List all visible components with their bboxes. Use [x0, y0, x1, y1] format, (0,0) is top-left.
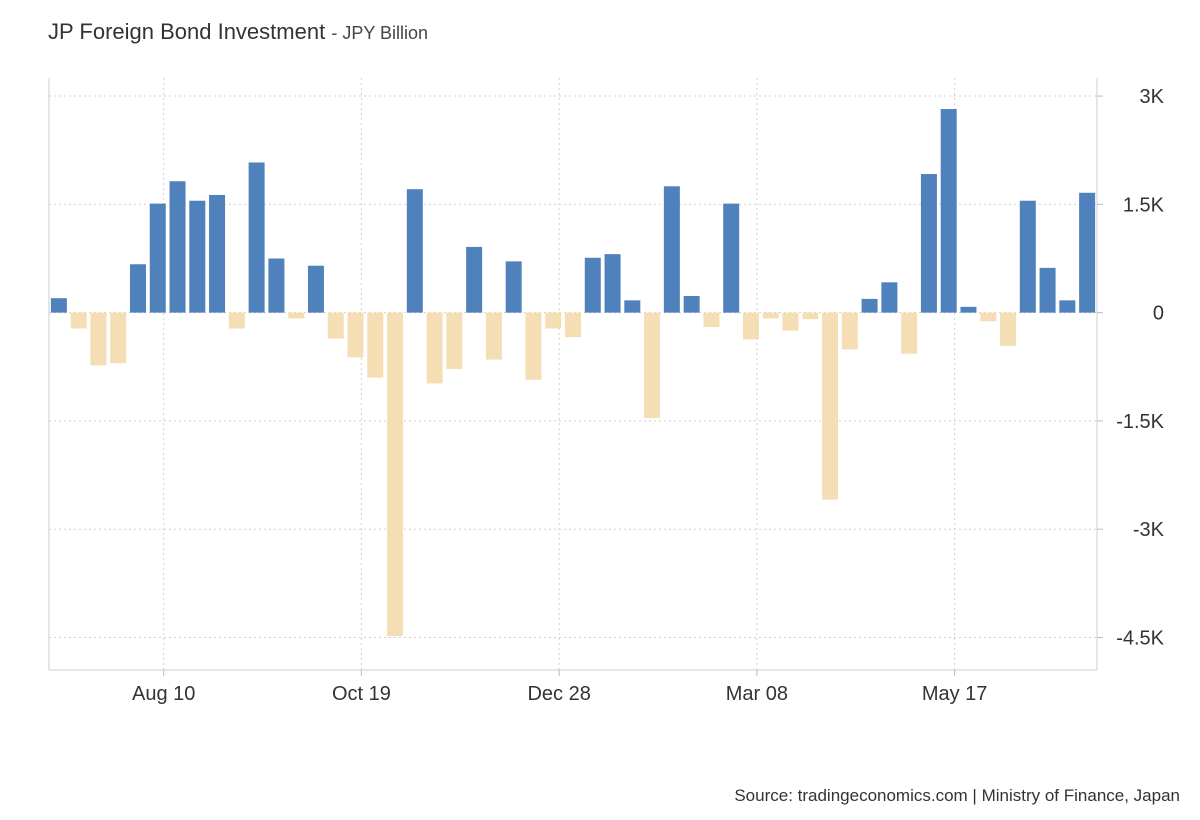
bar	[822, 312, 839, 500]
bar	[307, 265, 324, 313]
bar	[288, 312, 305, 319]
bar	[802, 312, 819, 320]
bar	[90, 312, 107, 366]
x-tick-label: Oct 19	[332, 683, 391, 705]
bar	[406, 189, 423, 313]
y-tick-label: -4.5K	[1116, 628, 1164, 650]
bar	[703, 312, 720, 328]
bar	[228, 312, 245, 329]
bar	[387, 312, 404, 637]
bar	[149, 203, 166, 313]
bar	[129, 264, 146, 313]
bar	[584, 257, 601, 313]
x-tick-label: May 17	[922, 683, 988, 705]
bar	[683, 296, 700, 313]
bar	[268, 258, 285, 313]
bar-chart: 3K 1.5K 0 -1.5K -3K -4.5K Aug 10 Oct 19 Dec 28 Ma…	[48, 78, 1165, 705]
bar	[1059, 300, 1076, 313]
chart-title-text: JP Foreign Bond Investment	[48, 19, 326, 44]
bar	[110, 312, 127, 364]
bar	[426, 312, 443, 384]
bar	[624, 300, 641, 313]
bar	[545, 312, 562, 329]
bar	[723, 203, 740, 313]
bar	[762, 312, 779, 319]
y-tick-label: 1.5K	[1123, 194, 1165, 216]
chart-subtitle: - JPY Billion	[331, 23, 429, 43]
x-tick-label: Aug 10	[132, 683, 195, 705]
bar	[485, 312, 502, 360]
x-tick-label: Dec 28	[527, 683, 590, 705]
bar	[1019, 200, 1036, 313]
bar	[505, 261, 522, 313]
bar	[980, 312, 997, 322]
bar	[466, 246, 483, 313]
bar	[565, 312, 581, 338]
bar	[347, 312, 364, 358]
bar	[1079, 192, 1096, 313]
y-tick-label: 0	[1153, 303, 1164, 325]
bar	[841, 312, 858, 350]
bar	[327, 312, 344, 339]
bar	[169, 181, 186, 313]
bar	[189, 200, 206, 313]
bar	[742, 312, 759, 340]
y-tick-label: -1.5K	[1116, 411, 1164, 433]
bar	[367, 312, 384, 378]
chart-title: JP Foreign Bond Investment - JPY Billion	[48, 19, 428, 45]
bar	[248, 162, 265, 313]
bar	[525, 312, 542, 380]
bar	[881, 282, 898, 313]
bar	[782, 312, 799, 331]
bar	[1000, 312, 1017, 346]
bar	[644, 312, 661, 419]
bar	[861, 298, 878, 313]
x-tick-label: Mar 08	[726, 683, 788, 705]
bar	[50, 298, 67, 313]
bar	[446, 312, 463, 369]
y-tick-label: 3K	[1140, 86, 1165, 108]
bar	[901, 312, 918, 354]
bar	[663, 186, 680, 313]
bar	[209, 194, 226, 313]
bar	[70, 312, 87, 329]
bar	[940, 109, 957, 313]
y-tick-label: -3K	[1133, 519, 1165, 541]
bar	[960, 306, 977, 313]
bar	[920, 174, 937, 313]
bar	[604, 254, 621, 313]
chart-subtitle-text: JPY Billion	[342, 23, 429, 43]
source-note: Source: tradingeconomics.com | Ministry …	[734, 786, 1180, 805]
bar	[1039, 267, 1056, 313]
